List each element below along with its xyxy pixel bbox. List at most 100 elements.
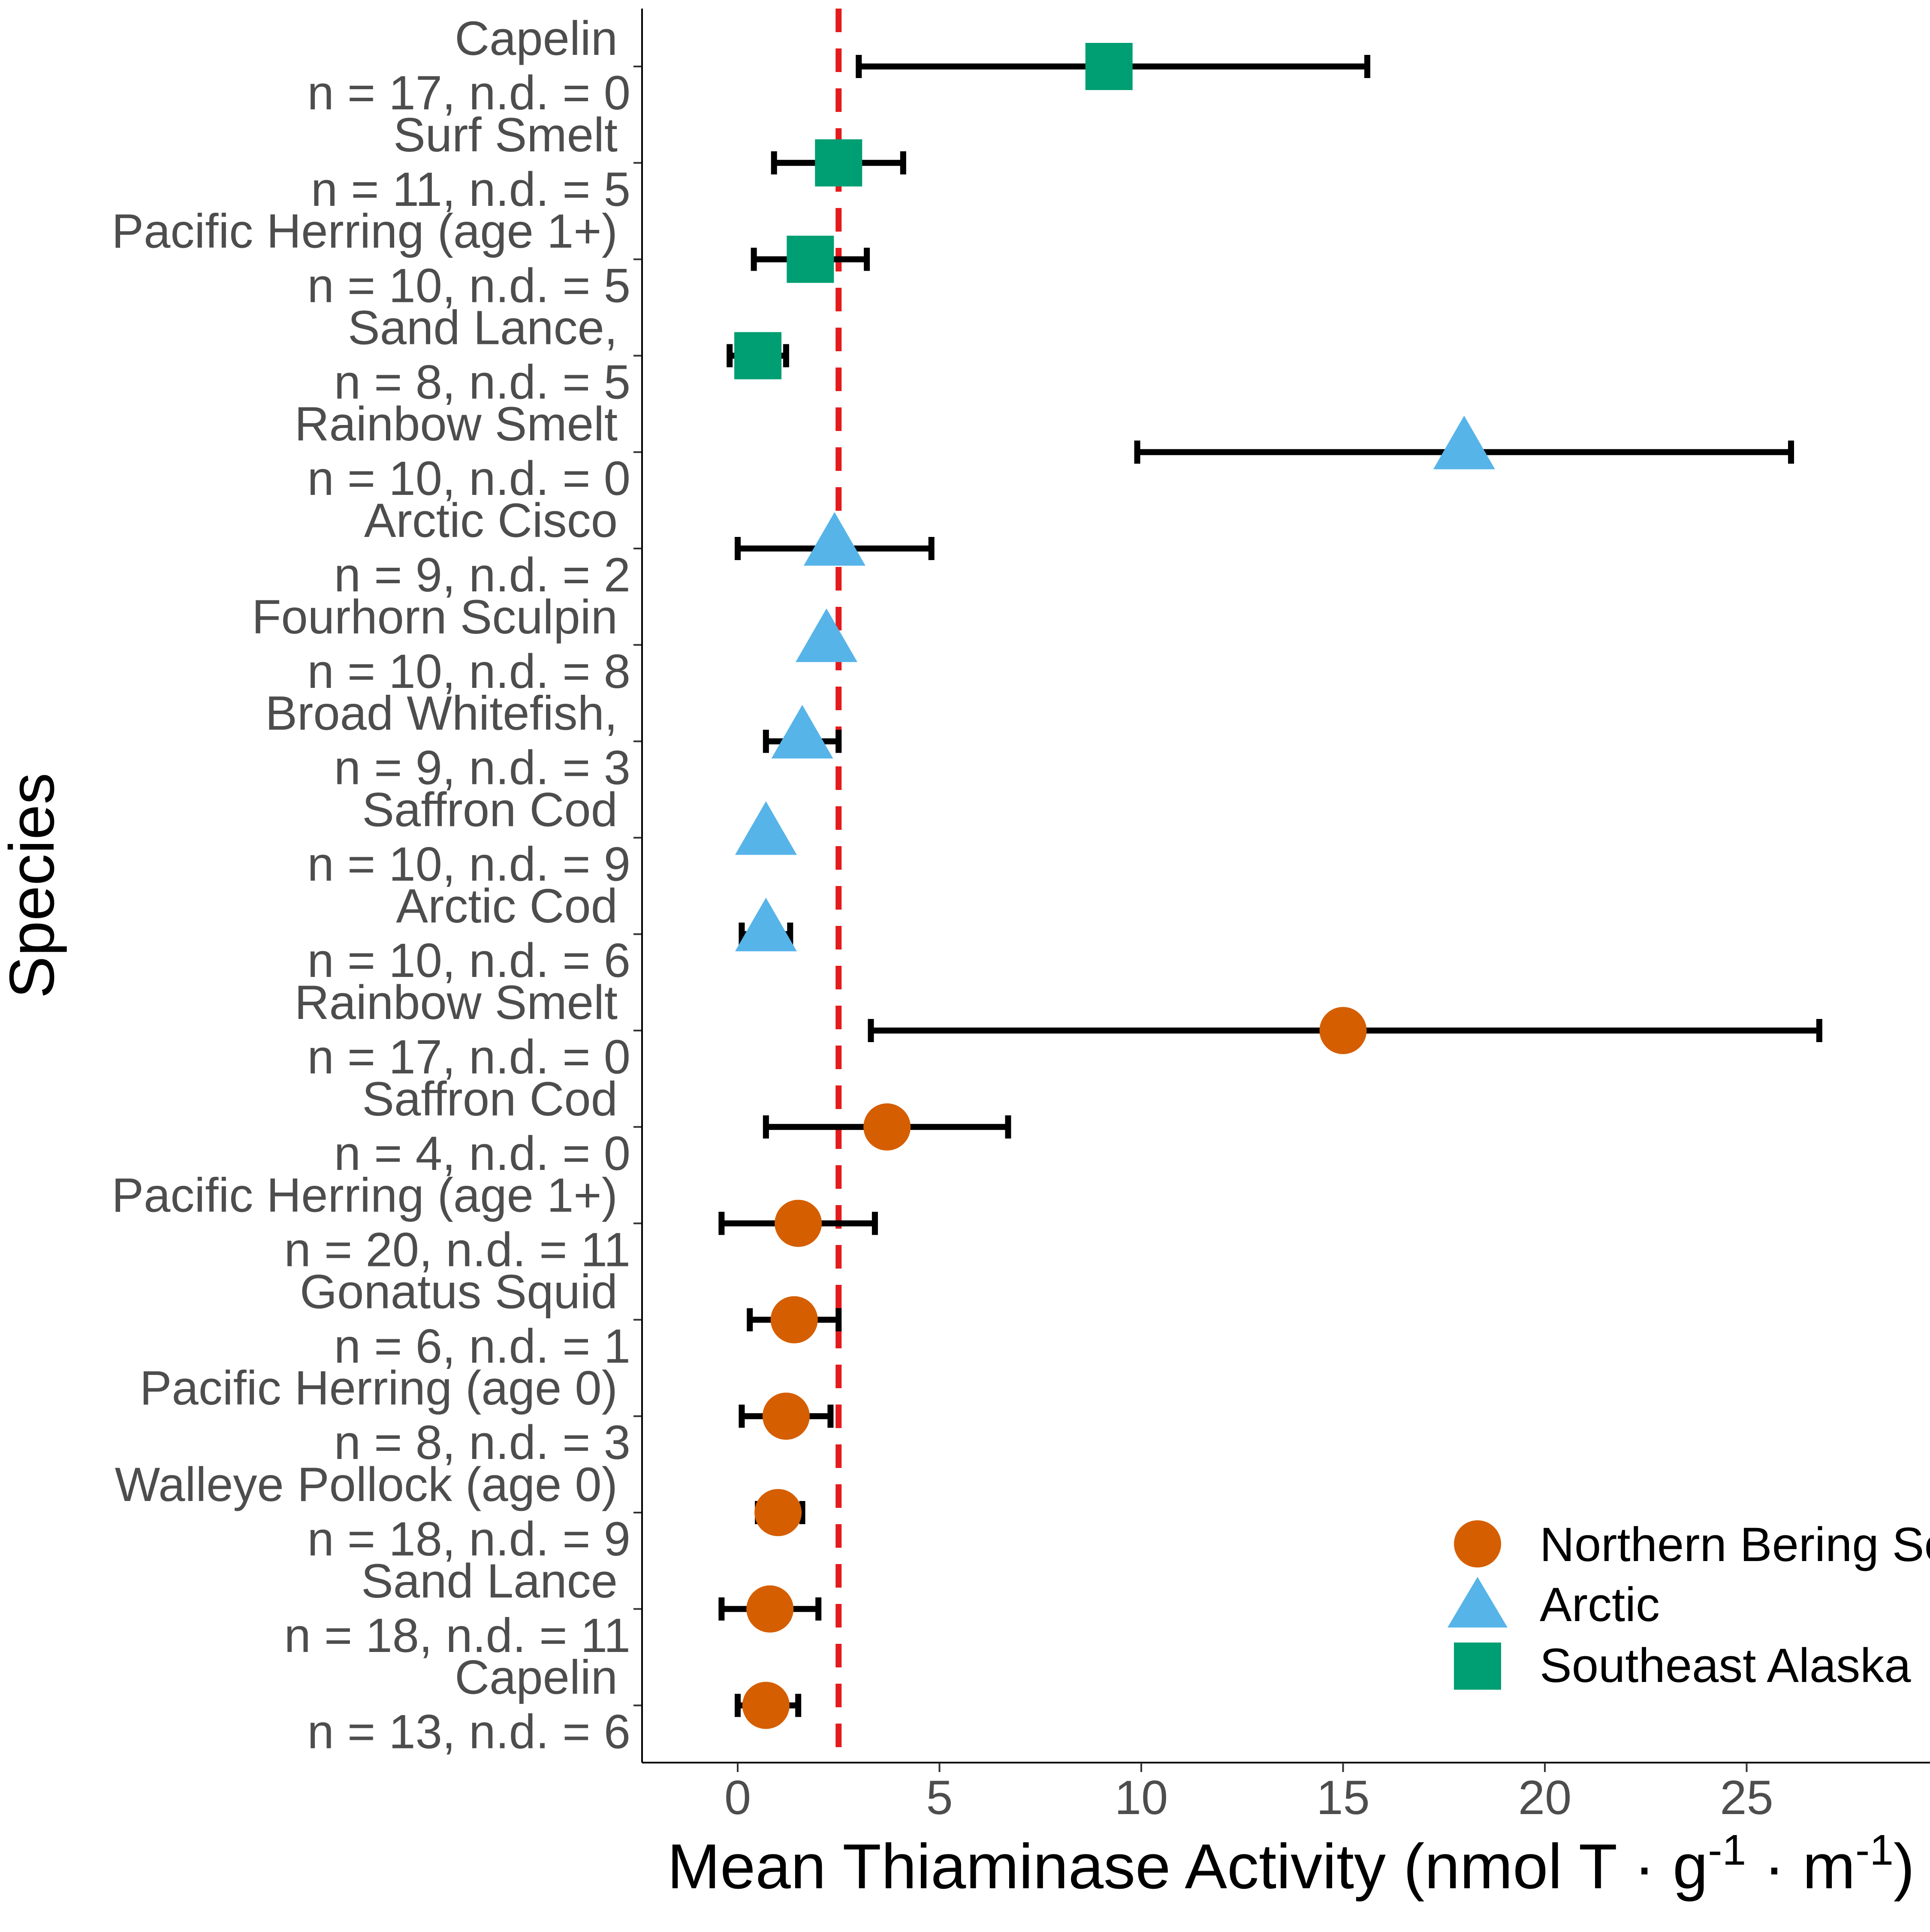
species-label: Broad Whitefish, (265, 687, 618, 740)
x-axis-title-end: ) (1894, 1831, 1915, 1902)
data-point-group (739, 1392, 834, 1440)
species-label: Pacific Herring (age 0) (140, 1361, 618, 1415)
data-point-group (727, 332, 789, 380)
data-point-group (751, 235, 870, 283)
x-axis-title-mid: · m (1746, 1831, 1855, 1902)
species-label: Surf Smelt (393, 108, 618, 162)
point-triangle (796, 608, 858, 662)
data-point-group (1134, 416, 1794, 470)
point-square (734, 332, 782, 380)
data-point-group (747, 1296, 842, 1344)
data-point-group (735, 1682, 802, 1729)
species-label: Walleye Pollock (age 0) (115, 1458, 618, 1511)
species-label: Sand Lance, (348, 301, 618, 354)
legend-label-southeast-alaska: Southeast Alaska (1540, 1639, 1911, 1692)
sample-count-label: n = 10, n.d. = 5 (308, 259, 630, 313)
x-axis-title-sup2: -1 (1855, 1826, 1894, 1874)
point-square (787, 235, 834, 283)
species-label: Saffron Cod (362, 783, 618, 836)
sample-count-label: n = 11, n.d. = 5 (311, 163, 630, 216)
sample-count-label: n = 8, n.d. = 3 (334, 1416, 630, 1469)
sample-count-label: n = 13, n.d. = 6 (308, 1705, 630, 1759)
x-tick-label: 25 (1720, 1771, 1773, 1824)
data-point-group (735, 512, 935, 566)
sample-count-label: n = 9, n.d. = 2 (334, 548, 630, 602)
data-point-group (856, 43, 1370, 90)
x-axis-title: Mean Thiaminase Activity (nmol T · g-1 ·… (667, 1826, 1915, 1902)
y-axis-title: Species (0, 773, 67, 999)
species-label: Saffron Cod (362, 1072, 618, 1126)
species-label: Fourhorn Sculpin (252, 590, 618, 644)
sample-count-label: n = 9, n.d. = 3 (334, 741, 630, 795)
sample-count-label: n = 18, n.d. = 11 (284, 1609, 630, 1662)
row-northern-bering-sea-walleye-pollock-age-0: Walleye Pollock (age 0)n = 18, n.d. = 9 (115, 1458, 642, 1566)
row-northern-bering-sea-pacific-herring-age-0: Pacific Herring (age 0)n = 8, n.d. = 3 (140, 1361, 642, 1469)
row-arctic-broad-whitefish: Broad Whitefish,n = 9, n.d. = 3 (265, 687, 642, 795)
point-triangle (1433, 416, 1495, 470)
sample-count-label: n = 4, n.d. = 0 (334, 1127, 630, 1180)
sample-count-label: n = 17, n.d. = 0 (308, 66, 630, 120)
species-label: Arctic Cod (396, 879, 618, 933)
species-label: Capelin (455, 12, 618, 65)
legend-key-arctic (1448, 1577, 1508, 1628)
sample-count-label: n = 20, n.d. = 11 (284, 1223, 630, 1277)
row-southeast-alaska-sand-lance: Sand Lance,n = 8, n.d. = 5 (334, 301, 642, 409)
point-circle (863, 1103, 911, 1151)
legend-label-northern-bering-sea: Northern Bering Sea (1540, 1518, 1930, 1571)
data-point-group (763, 1103, 1011, 1151)
x-axis-title-sup1: -1 (1708, 1826, 1746, 1874)
species-label: Arctic Cisco (364, 494, 618, 547)
sample-count-label: n = 10, n.d. = 6 (308, 934, 630, 987)
legend-key-southeast-alaska (1454, 1643, 1501, 1690)
data-point-group (718, 1200, 878, 1247)
species-label: Rainbow Smelt (295, 397, 618, 451)
point-square (1085, 43, 1133, 90)
point-circle (762, 1392, 810, 1440)
point-triangle (735, 898, 797, 952)
sample-count-label: n = 18, n.d. = 9 (308, 1512, 630, 1566)
sample-count-label: n = 10, n.d. = 0 (308, 452, 630, 505)
data-point-group (735, 801, 797, 855)
point-circle (1319, 1007, 1367, 1054)
species-label: Pacific Herring (age 1+) (112, 205, 618, 258)
x-axis-title-main: Mean Thiaminase Activity (nmol T · g (667, 1831, 1708, 1902)
data-point-group (735, 898, 797, 952)
legend-key-northern-bering-sea (1454, 1520, 1501, 1567)
sample-count-label: n = 6, n.d. = 1 (334, 1319, 630, 1373)
x-tick-label: 10 (1115, 1771, 1168, 1824)
species-label: Pacific Herring (age 1+) (112, 1169, 618, 1222)
data-point-group (868, 1007, 1822, 1054)
point-circle (754, 1489, 802, 1536)
point-circle (742, 1682, 790, 1729)
point-circle (775, 1200, 822, 1247)
sample-count-label: n = 10, n.d. = 9 (308, 837, 630, 891)
legend-label-arctic: Arctic (1540, 1578, 1660, 1631)
species-label: Rainbow Smelt (295, 976, 618, 1029)
legend: Northern Bering Sea Arctic Southeast Ala… (1448, 1518, 1930, 1692)
point-triangle (735, 801, 797, 855)
x-tick-label: 5 (926, 1771, 953, 1824)
data-point-group (754, 1489, 805, 1536)
data-point-group (718, 1585, 822, 1633)
x-tick-label: 0 (724, 1771, 751, 1824)
x-tick-label: 15 (1316, 1771, 1370, 1824)
sample-count-label: n = 10, n.d. = 8 (308, 645, 630, 698)
point-square (815, 139, 862, 187)
point-circle (746, 1585, 794, 1633)
row-southeast-alaska-pacific-herring-age-1: Pacific Herring (age 1+)n = 10, n.d. = 5 (112, 205, 642, 313)
axes-layer: 0 5 10 15 20 25 (641, 9, 1930, 1824)
